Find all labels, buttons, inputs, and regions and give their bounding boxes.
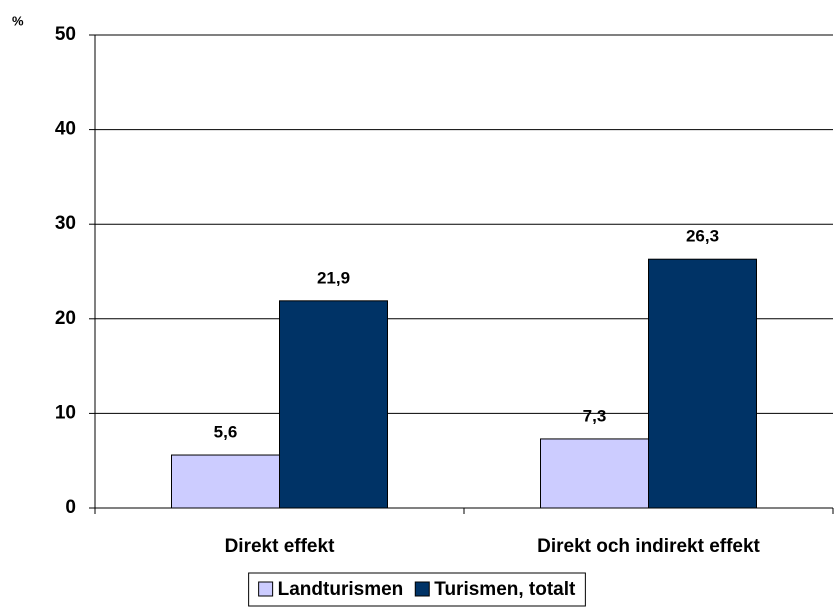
legend: Landturismen Turismen, totalt [248, 572, 586, 607]
bar [279, 300, 388, 509]
value-label: 21,9 [317, 268, 350, 287]
y-tick-label: 50 [55, 24, 76, 45]
y-tick-label: 30 [55, 213, 76, 234]
legend-swatch [414, 581, 430, 597]
y-axis-label: % [12, 13, 24, 28]
bar [648, 258, 757, 509]
y-tick-label: 0 [65, 497, 76, 518]
x-tick-label: Direkt och indirekt effekt [537, 536, 760, 557]
x-tick-label: Direkt effekt [225, 536, 335, 557]
legend-swatch [258, 581, 274, 597]
bar [540, 438, 649, 509]
value-label: 7,3 [583, 406, 607, 425]
bar [171, 454, 280, 509]
y-tick-label: 20 [55, 308, 76, 329]
legend-label: Landturismen [278, 579, 404, 600]
legend-label: Turismen, totalt [434, 579, 576, 600]
y-tick-label: 40 [55, 119, 76, 140]
value-label: 26,3 [686, 227, 719, 246]
value-label: 5,6 [214, 423, 238, 442]
y-tick-label: 10 [55, 402, 76, 423]
